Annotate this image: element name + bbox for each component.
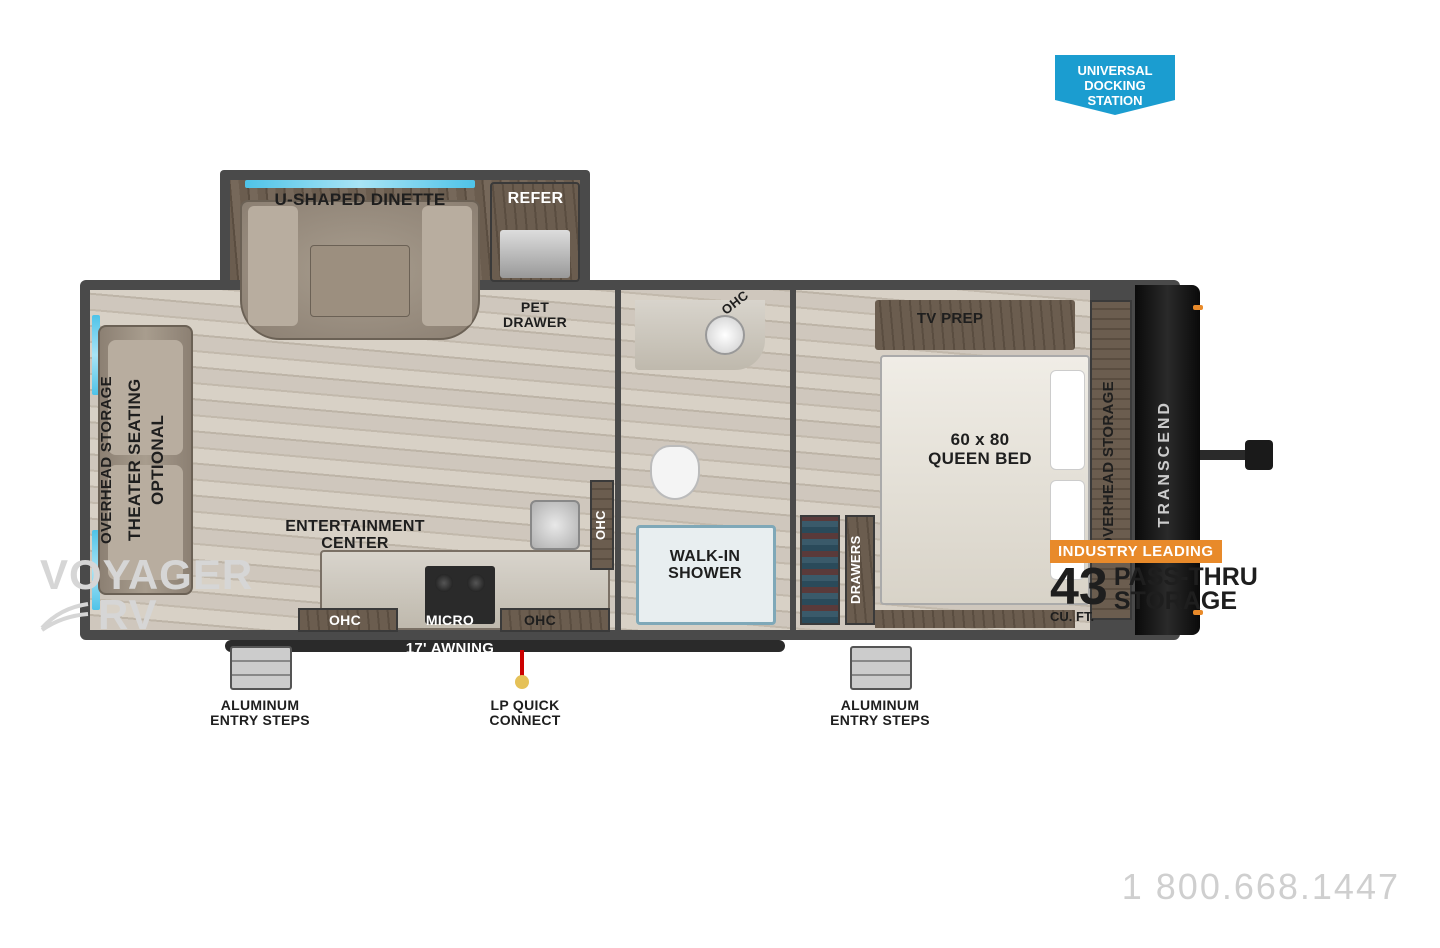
label-tv-prep: TV PREP xyxy=(890,310,1010,327)
watermark-logo-l1: VOYAGER xyxy=(40,555,253,595)
label-ohc-2: OHC xyxy=(505,612,575,628)
hitch-coupler xyxy=(1245,440,1273,470)
label-entertainment: ENTERTAINMENT CENTER xyxy=(270,518,440,552)
storage-callout: INDUSTRY LEADING 43 CU. FT. PASS-THRU ST… xyxy=(1050,540,1330,624)
docking-line1: UNIVERSAL xyxy=(1055,63,1175,78)
kitchen-sink xyxy=(530,500,580,550)
label-dinette: U-SHAPED DINETTE xyxy=(265,190,455,210)
entry-steps-rear xyxy=(230,646,292,690)
wall-bath-left xyxy=(615,290,621,630)
bedroom-cabinet-bottom xyxy=(875,610,1075,628)
storage-line2: STORAGE xyxy=(1114,589,1258,613)
refer-door xyxy=(500,230,570,278)
label-lp-quick: LP QUICK CONNECT xyxy=(465,698,585,728)
swoosh-icon xyxy=(40,598,90,632)
label-steps-front: ALUMINUM ENTRY STEPS xyxy=(815,698,945,728)
bathroom-vanity xyxy=(635,300,765,370)
label-awning: 17' AWNING xyxy=(385,640,515,657)
watermark-phone: 1 800.668.1447 xyxy=(1122,866,1400,908)
label-overhead-storage-rear: OVERHEAD STORAGE xyxy=(98,355,115,565)
label-refer: REFER xyxy=(498,190,573,208)
label-ohc-1: OHC xyxy=(310,612,380,628)
dinette-seat-right xyxy=(422,206,472,326)
lp-hose xyxy=(520,650,524,678)
wall-bath-right xyxy=(790,290,796,630)
label-theater-seating: THEATER SEATING xyxy=(125,355,145,565)
hitch-arm xyxy=(1200,450,1250,460)
label-shower: WALK-IN SHOWER xyxy=(640,548,770,582)
bathroom-sink xyxy=(705,315,745,355)
storage-line1: PASS-THRU xyxy=(1114,565,1258,589)
storage-value: 43 xyxy=(1050,565,1108,609)
closet xyxy=(800,515,840,625)
theater-seat-1 xyxy=(108,340,183,455)
toilet xyxy=(650,445,700,500)
dinette-seat-left xyxy=(248,206,298,326)
label-ohc-vert: OHC xyxy=(593,490,608,560)
brand-label: TRANSCEND xyxy=(1156,400,1174,527)
window-slideout xyxy=(245,180,475,188)
watermark-logo: VOYAGER RV xyxy=(40,555,253,635)
entry-steps-front xyxy=(850,646,912,690)
label-micro: MICRO xyxy=(415,612,485,628)
hitch xyxy=(1200,430,1270,480)
label-drawers: DRAWERS xyxy=(848,520,863,620)
label-overhead-storage-front: OVERHEAD STORAGE xyxy=(1100,365,1117,565)
label-steps-rear: ALUMINUM ENTRY STEPS xyxy=(195,698,325,728)
docking-line2: DOCKING xyxy=(1055,78,1175,93)
docking-line3: STATION xyxy=(1055,93,1175,108)
lp-connector xyxy=(515,675,529,689)
dinette-table xyxy=(310,245,410,317)
watermark-logo-l2: RV xyxy=(98,595,158,635)
label-optional: OPTIONAL xyxy=(148,390,168,530)
marker-light-1 xyxy=(1193,305,1203,310)
label-bed: 60 x 80 QUEEN BED xyxy=(900,430,1060,468)
label-pet-drawer: PET DRAWER xyxy=(490,300,580,330)
docking-badge: UNIVERSAL DOCKING STATION xyxy=(1055,55,1175,115)
